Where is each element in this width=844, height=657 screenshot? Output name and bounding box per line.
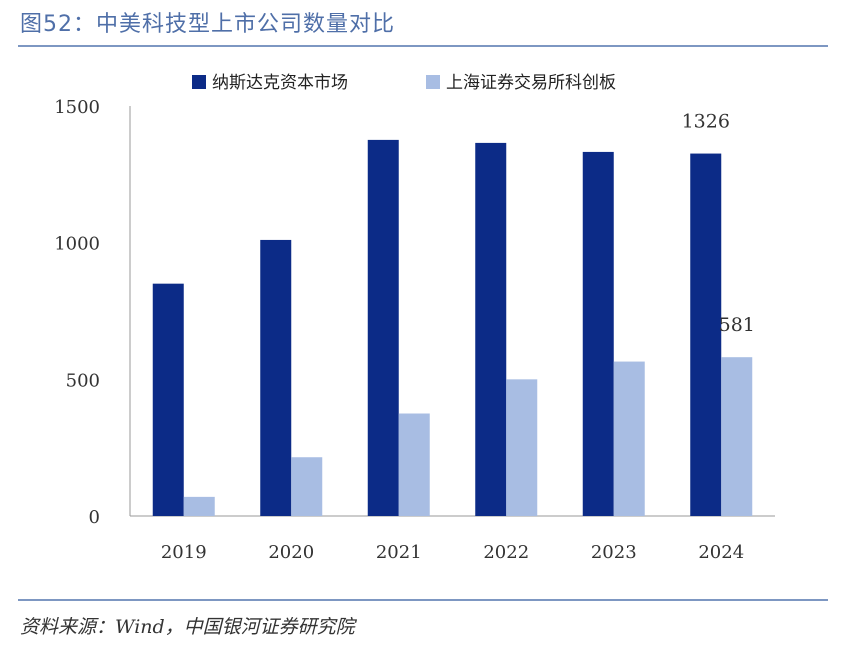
bar-star-market-2024 [721,357,753,516]
data-label: 1326 [682,111,730,133]
source-divider [18,599,828,601]
x-tick-label: 2024 [698,542,744,563]
legend-swatch-nasdaq [192,75,206,89]
y-tick-label: 0 [89,507,100,528]
bar-star-market-2023 [613,361,645,516]
y-tick-label: 500 [66,370,100,391]
bar-star-market-2019 [183,496,215,516]
bar-nasdaq-2019 [152,283,184,516]
x-tick-label: 2021 [376,542,422,563]
legend-label-star-market: 上海证券交易所科创板 [446,73,616,93]
bar-nasdaq-2020 [260,239,292,516]
x-tick-label: 2020 [268,542,314,563]
x-tick-label: 2022 [483,542,529,563]
title-divider [18,45,828,47]
bar-star-market-2021 [398,413,430,516]
bar-star-market-2020 [291,457,323,516]
chart-title: 图52：中美科技型上市公司数量对比 [20,12,395,37]
legend-label-nasdaq: 纳斯达克资本市场 [212,73,348,93]
y-tick-label: 1500 [54,97,100,118]
bar-nasdaq-2023 [582,151,614,517]
x-tick-label: 2023 [591,542,637,563]
bar-nasdaq-2022 [475,142,507,516]
legend-swatch-star-market [426,75,440,89]
bar-chart: 0 500 1000 1500 2019 2020 2021 2022 2023 2024 1326… [54,73,775,563]
bar-nasdaq-2024 [690,153,722,516]
source-note: 资料来源：Wind，中国银河证券研究院 [20,616,355,638]
bar-nasdaq-2021 [367,139,399,517]
y-tick-label: 1000 [54,234,100,255]
data-label: 581 [719,314,755,336]
x-tick-label: 2019 [161,542,207,563]
bar-star-market-2022 [506,379,538,516]
